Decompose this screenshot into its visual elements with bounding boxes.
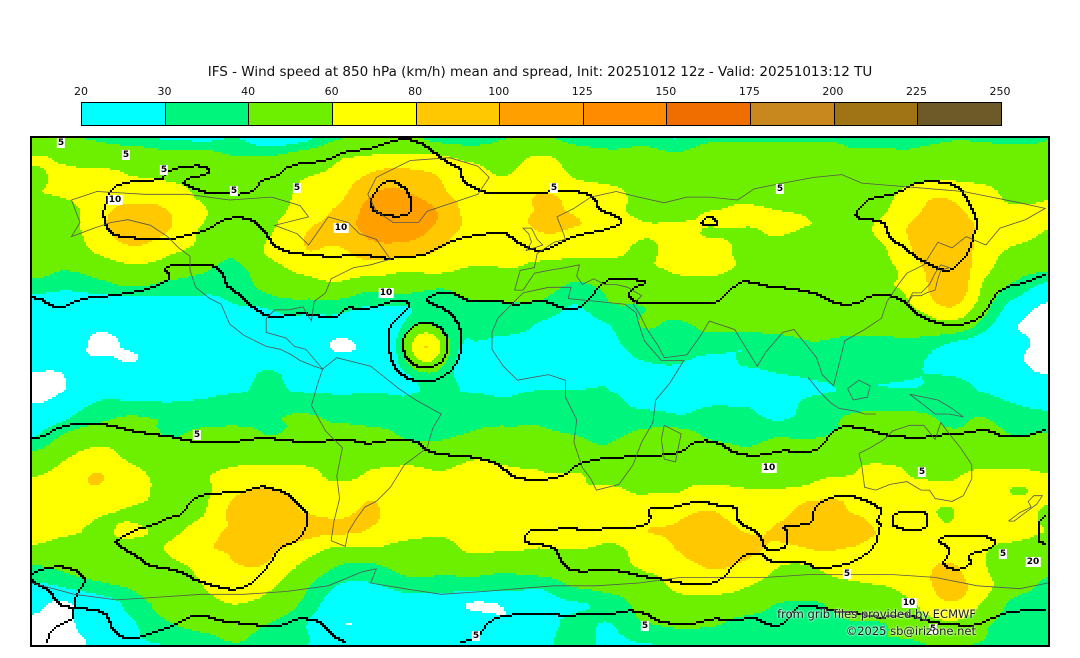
- colorbar-tick-label: 60: [324, 85, 339, 98]
- spread-contour-label: 5: [56, 138, 66, 148]
- colorbar-segment: [248, 103, 332, 125]
- colorbar-segment: [164, 103, 249, 125]
- colorbar-tick-label: 150: [655, 85, 677, 98]
- colorbar-segment: [666, 103, 751, 125]
- colorbar-tick-label: 30: [157, 85, 172, 98]
- spread-contour-label: 10: [107, 195, 123, 205]
- colorbar-tick-labels: 20 30 40 60 80 100 125 150 175 200 225 250: [74, 85, 1011, 99]
- spread-contour-label: 5: [549, 183, 559, 193]
- data-source-credit: from grib files provided by ECMWF: [777, 607, 976, 621]
- spread-contour-label: 10: [761, 463, 777, 473]
- colorbar-segment: [82, 103, 165, 125]
- colorbar-segment: [415, 103, 500, 125]
- colorbar-tick-label: 200: [822, 85, 844, 98]
- world-wind-map: 5 5 5 5 5 10 5 5 10 10 5 10 5 5 20 10 5 5 5 5 from grib fil…: [30, 136, 1050, 647]
- colorbar-segment: [917, 103, 1002, 125]
- spread-contour-label: 20: [1025, 557, 1041, 567]
- spread-contour-label: 5: [640, 621, 650, 631]
- colorbar-segment: [331, 103, 416, 125]
- colorbar-tick-label: 225: [905, 85, 927, 98]
- spread-contour-label: 5: [292, 183, 302, 193]
- colorbar-tick-label: 80: [408, 85, 423, 98]
- spread-contour-label: 5: [159, 165, 169, 175]
- spread-contour-label: 5: [928, 624, 938, 634]
- colorbar-tick-label: 175: [738, 85, 760, 98]
- wind-field-canvas: [32, 138, 1048, 645]
- spread-contour-label: 5: [192, 430, 202, 440]
- spread-contour-label: 5: [229, 186, 239, 196]
- copyright-credit: ©2025 sb@irizone.net: [845, 624, 976, 638]
- spread-contour-label: 5: [121, 150, 131, 160]
- spread-contour-label: 5: [775, 184, 785, 194]
- colorbar-tick-label: 125: [571, 85, 593, 98]
- spread-contour-label: 5: [998, 549, 1008, 559]
- spread-contour-label: 5: [842, 569, 852, 579]
- spread-contour-label: 10: [901, 598, 917, 608]
- colorbar-tick-label: 20: [74, 85, 88, 98]
- spread-contour-label: 10: [333, 223, 349, 233]
- colorbar-segment: [499, 103, 583, 125]
- spread-contour-label: 5: [471, 631, 481, 641]
- colorbar-segment: [750, 103, 834, 125]
- page-title: IFS - Wind speed at 850 hPa (km/h) mean …: [207, 64, 873, 80]
- colorbar-segment: [833, 103, 918, 125]
- colorbar-segment: [582, 103, 667, 125]
- spread-contour-label: 10: [378, 288, 394, 298]
- colorbar-tick-label: 250: [989, 85, 1011, 98]
- colorbar-tick-label: 100: [488, 85, 510, 98]
- colorbar: [81, 102, 1002, 126]
- spread-contour-label: 5: [917, 467, 927, 477]
- colorbar-tick-label: 40: [241, 85, 256, 98]
